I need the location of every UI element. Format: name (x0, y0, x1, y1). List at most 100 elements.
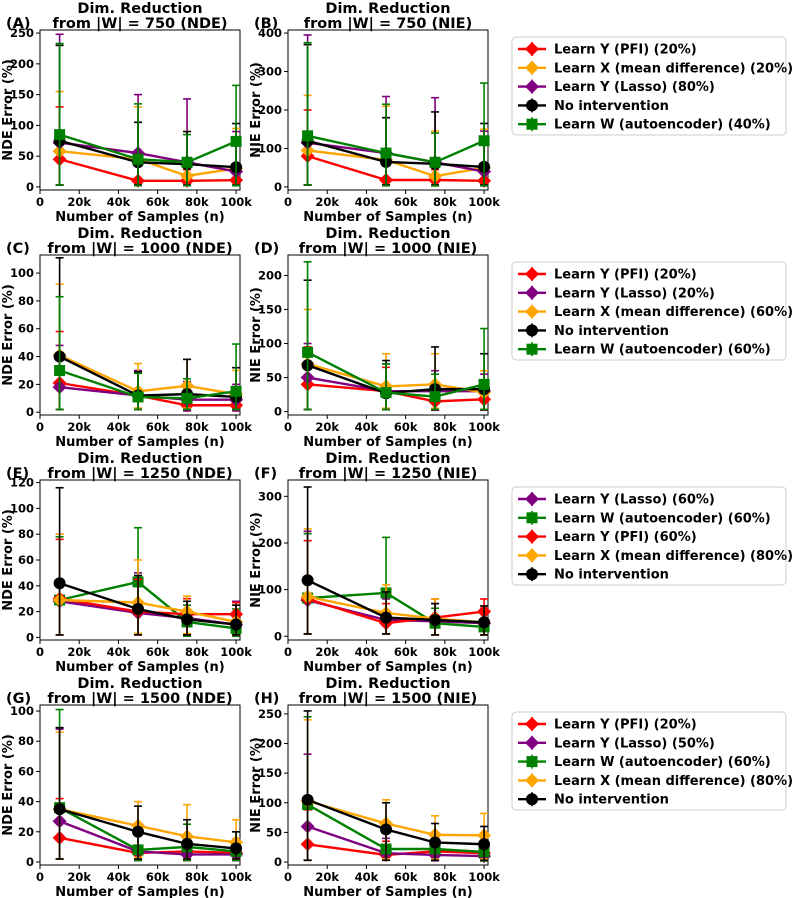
y-tick-label: 300 (258, 65, 282, 79)
series-no-intervention (301, 710, 491, 862)
y-tick-label: 100 (258, 796, 282, 810)
series-line (307, 579, 485, 624)
legend-marker (526, 756, 538, 768)
legend-entry-learn-y-lasso: Learn Y (Lasso) (80%) (518, 79, 715, 95)
x-tick-label: 60k (146, 645, 170, 659)
legend-entry-no-intervention: No intervention (518, 567, 669, 583)
panel-title-line1: Dim. Reduction (325, 1, 450, 17)
legend-label: Learn Y (PFI) (20%) (554, 43, 697, 58)
x-tick-label: 80k (433, 195, 457, 209)
data-point (230, 618, 243, 631)
legend-label: No intervention (554, 99, 669, 114)
y-tick-label: 300 (258, 489, 282, 503)
x-tick-label: 80k (185, 195, 209, 209)
series-line (59, 369, 237, 400)
panel-c: 0 20k 40k 60k 80k 100k 0 20 40 60 80 100 Number of S… (1, 226, 252, 450)
x-tick-label: 80k (433, 870, 457, 884)
legend-entry-learn-x-mean-difference: Learn X (mean difference) (20%) (518, 60, 793, 76)
panel-letter: (H) (254, 691, 279, 707)
plot-frame (287, 704, 489, 866)
legend-box (511, 711, 787, 811)
y-tick-label: 80 (18, 527, 34, 541)
y-tick-label: 150 (258, 766, 282, 780)
data-point (132, 391, 144, 403)
panel-a: 0 20k 40k 60k 80k 100k 0 50 100 150 200 250 Number o… (1, 1, 252, 225)
legend-marker (525, 548, 539, 563)
y-tick-label: 0 (26, 855, 34, 869)
x-tick-label: 0 (36, 645, 44, 659)
series-learn-x-mean-difference (52, 533, 244, 636)
plot-frame (39, 254, 241, 416)
data-point (429, 613, 442, 626)
panel-title-line1: Dim. Reduction (77, 226, 202, 242)
y-tick-label: 100 (258, 583, 282, 597)
x-tick-label: 20k (67, 870, 91, 884)
panel-d: 0 20k 40k 60k 80k 100k 0 50 100 150 200 Number of S… (249, 226, 500, 450)
x-tick-label: 100k (468, 195, 500, 209)
plot-frame (39, 29, 241, 191)
data-point (302, 346, 314, 358)
legend-marker (525, 492, 539, 506)
data-point (181, 392, 193, 404)
legend-entry-learn-y-pfi: Learn Y (PFI) (20%) (518, 267, 697, 283)
legend-marker (525, 60, 539, 75)
panel-f: 0 20k 40k 60k 80k 100k 0 100 200 300 Number of Sam… (249, 451, 500, 675)
x-tick-label: 60k (394, 870, 418, 884)
legend-entry-no-intervention: No intervention (518, 323, 669, 339)
x-tick-label: 80k (185, 870, 209, 884)
x-axis-label: Number of Samples (n) (55, 435, 225, 450)
data-point (429, 836, 442, 849)
series-line (307, 149, 485, 178)
legend-entry-no-intervention: No intervention (518, 98, 669, 114)
x-tick-label: 60k (146, 420, 170, 434)
legend-label: Learn Y (Lasso) (80%) (554, 80, 715, 95)
x-tick-label: 100k (220, 195, 252, 209)
x-tick-label: 100k (220, 870, 252, 884)
series-learn-x-mean-difference (52, 731, 244, 860)
y-tick-label: 100 (258, 141, 282, 155)
series-no-intervention (301, 486, 491, 636)
data-point (54, 129, 66, 141)
legend-marker (525, 717, 539, 731)
y-tick-label: 200 (258, 268, 282, 282)
series-line (307, 597, 485, 625)
legend-box (511, 261, 787, 361)
x-tick-label: 0 (284, 870, 292, 884)
data-point (429, 156, 441, 168)
legend-entry-learn-y-pfi: Learn Y (PFI) (20%) (518, 717, 697, 733)
y-tick-label: 50 (266, 825, 282, 839)
series-line (59, 150, 237, 178)
data-point (478, 378, 490, 390)
series-line (59, 582, 237, 626)
y-tick-label: 250 (258, 707, 282, 721)
y-tick-label: 20 (18, 825, 34, 839)
data-point (181, 156, 193, 168)
series-learn-y-lasso (300, 530, 492, 636)
series-line (307, 351, 485, 398)
y-tick-label: 60 (18, 322, 34, 336)
series-learn-x-mean-difference (52, 90, 244, 187)
x-tick-label: 40k (355, 195, 379, 209)
y-axis-label: NDE Error (%) (1, 284, 16, 386)
series-line (59, 597, 237, 616)
y-tick-label: 0 (274, 855, 282, 869)
legend-label: No intervention (554, 793, 669, 808)
data-point (132, 825, 145, 838)
legend-entry-learn-w-autoencoder: Learn W (autoencoder) (40%) (518, 117, 771, 133)
series-learn-w-autoencoder (54, 42, 242, 187)
panel-title-line2: from |W| = 1250 (NDE) (47, 466, 232, 482)
legend-marker (525, 285, 539, 300)
series-line (307, 799, 485, 837)
plot-frame (287, 479, 489, 641)
series-line (307, 155, 485, 182)
y-tick-label: 0 (274, 405, 282, 419)
panel-title-line2: from |W| = 1500 (NDE) (47, 691, 232, 707)
legend-marker (526, 568, 538, 581)
data-point (301, 574, 314, 587)
y-tick-label: 40 (18, 350, 34, 364)
x-tick-label: 60k (146, 195, 170, 209)
legend-entry-learn-w-autoencoder: Learn W (autoencoder) (60%) (518, 754, 771, 770)
series-line (59, 820, 237, 856)
panel-title-line2: from |W| = 750 (NIE) (304, 16, 472, 32)
legend-entry-learn-w-autoencoder: Learn W (autoencoder) (60%) (518, 342, 771, 358)
